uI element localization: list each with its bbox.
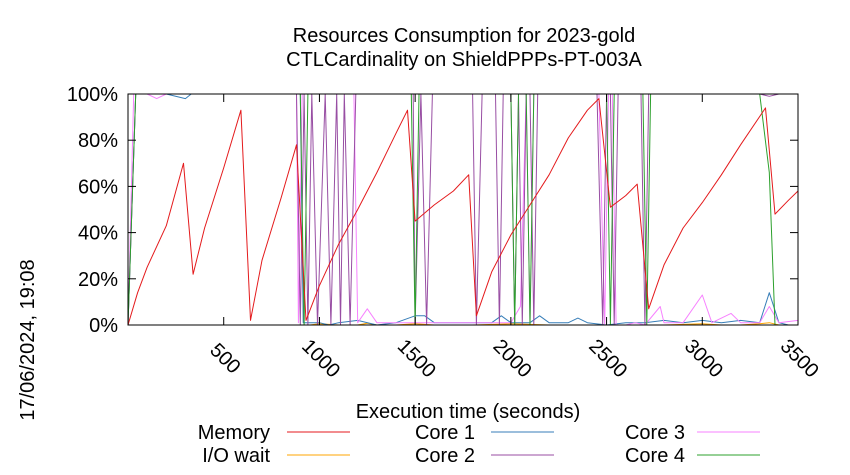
legend-label-core-1: Core 1	[415, 422, 475, 444]
legend-label-memory: Memory	[198, 422, 270, 444]
y-tick-label: 40%	[78, 223, 118, 245]
x-tick-label: 2000	[489, 335, 536, 382]
chart-title-line-1: Resources Consumption for 2023-gold	[293, 25, 635, 47]
x-tick-label: 500	[205, 339, 244, 378]
y-tick-label: 20%	[78, 269, 118, 291]
chart-title-line-2: CTLCardinality on ShieldPPPs-PT-003A	[286, 49, 642, 71]
x-tick-label: 3500	[776, 335, 823, 382]
legend-label-core-2: Core 2	[415, 445, 475, 467]
y-tick-label: 60%	[78, 176, 118, 198]
x-axis-label: Execution time (seconds)	[356, 401, 581, 423]
legend-label-i-o-wait: I/O wait	[202, 445, 270, 467]
timestamp-label: 17/06/2024, 19:08	[17, 259, 39, 420]
x-tick-label: 3000	[680, 335, 727, 382]
plot-area-frame	[127, 93, 799, 326]
y-tick-label: 80%	[78, 130, 118, 152]
x-tick-label: 1500	[393, 335, 440, 382]
legend-label-core-4: Core 4	[625, 445, 685, 467]
legend-label-core-3: Core 3	[625, 422, 685, 444]
series-line-memory	[127, 98, 799, 326]
y-tick-label: 0%	[89, 315, 118, 337]
x-tick-label: 1000	[297, 335, 344, 382]
y-tick-label: 100%	[67, 84, 118, 106]
series-layer	[127, 93, 799, 326]
x-tick-label: 2500	[584, 335, 631, 382]
y-axis-ticks: 0% 20% 40% 60% 80% 100%	[67, 84, 798, 337]
